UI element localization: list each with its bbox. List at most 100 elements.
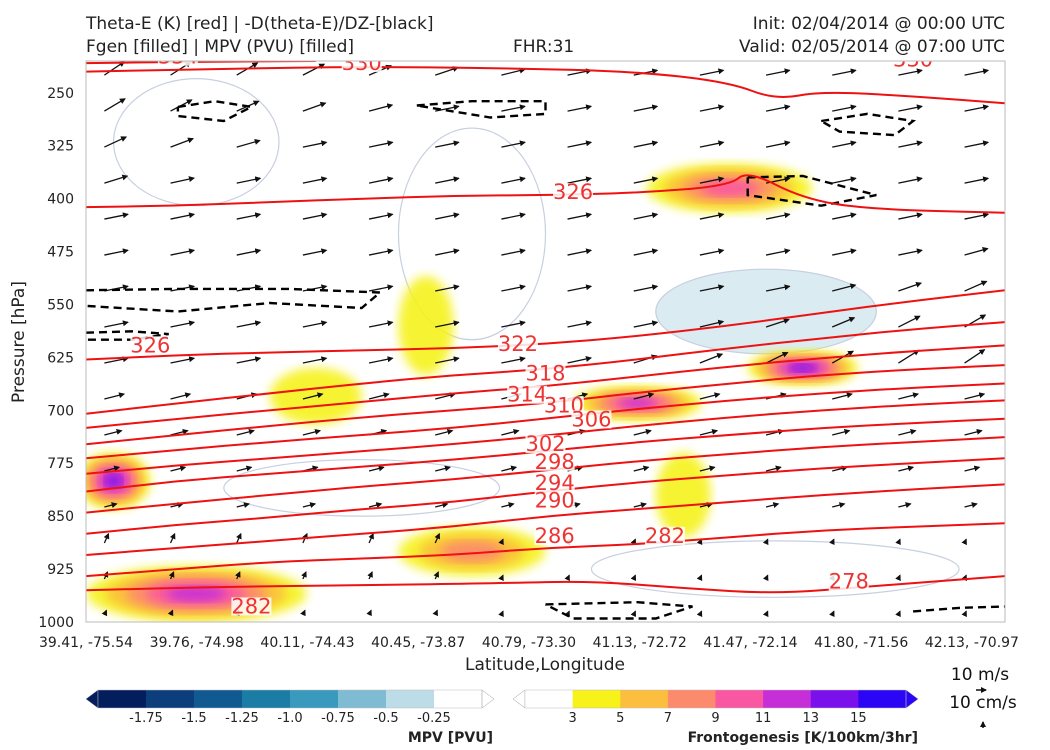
wind-vector — [435, 66, 459, 76]
theta-e-label-background — [525, 435, 566, 454]
theta-e-label: 282 — [231, 594, 271, 618]
wind-vector — [104, 136, 128, 148]
frontogenesis-region-3-level-7 — [440, 540, 504, 563]
theta-e-label-background — [130, 336, 171, 355]
theta-e-label-background — [553, 183, 594, 202]
wind-vector — [699, 319, 725, 328]
stability-contour-5 — [86, 330, 169, 341]
wind-vector — [236, 502, 250, 508]
wind-vector — [301, 571, 307, 580]
wind-vector — [302, 320, 328, 328]
wind-vector — [765, 248, 791, 256]
wind-vector — [964, 176, 990, 184]
wind-vector — [236, 138, 261, 148]
frontogenesis-region-7-level-3 — [398, 276, 454, 376]
mpv-region-3 — [223, 459, 501, 517]
frontogenesis-region-2-level-11 — [619, 398, 655, 409]
wind-vector — [302, 140, 328, 148]
theta-e-contour-310 — [86, 364, 1005, 446]
wind-vector — [104, 61, 126, 76]
wind-vector — [170, 502, 184, 508]
wind-vector — [170, 320, 196, 328]
wind-vector — [501, 67, 526, 76]
wind-vector — [104, 174, 129, 184]
theta-e-contour-298 — [86, 417, 1005, 493]
frontogenesis-colorbar-extend-left — [512, 689, 526, 709]
mpv-colorbar-outline — [97, 689, 483, 709]
title-init-time: Init: 02/04/2014 @ 00:00 UTC — [752, 14, 1005, 34]
wind-vector — [433, 571, 439, 580]
wind-vector — [696, 574, 703, 582]
wind-vector — [964, 392, 986, 400]
wind-vector — [501, 176, 526, 184]
frontogenesis-colorbar-tick-label: 5 — [616, 711, 624, 726]
wind-vector — [696, 610, 703, 618]
frontogenesis-colorbar-tick-label: 15 — [850, 711, 867, 726]
theta-e-label: 322 — [498, 332, 538, 356]
x-axis-ticks: 39.41, -75.54 39.76, -74.98 40.11, -74.43 4… — [39, 635, 1019, 651]
theta-e-label: 334 — [158, 45, 198, 69]
theta-e-label: 330 — [342, 51, 382, 75]
x-tick-label: 42.13, -70.97 — [925, 635, 1019, 651]
wind-vector — [699, 392, 721, 400]
theta-e-label: 314 — [507, 383, 547, 407]
wind-vector — [104, 502, 118, 508]
theta-e-contour-334 — [86, 61, 316, 65]
frontogenesis-colorbar-segment — [763, 690, 812, 708]
stability-contour-7 — [913, 605, 1005, 613]
title-left-line1: Theta-E (K) [red] | -D(theta-E)/DZ-[blac… — [86, 14, 434, 34]
mpv-colorbar-segment — [434, 690, 483, 708]
wind-vector — [765, 212, 791, 220]
title-valid-time: Valid: 02/05/2014 @ 07:00 UTC — [739, 37, 1005, 57]
wind-vector — [104, 392, 126, 400]
wind-vector — [167, 609, 174, 617]
wind-vector — [104, 428, 123, 436]
theta-e-contour-290 — [86, 457, 1005, 535]
frontogenesis-colorbar-segment — [858, 690, 907, 708]
wind-vector — [498, 538, 504, 546]
wind-vector — [699, 465, 716, 472]
wind-vector — [765, 465, 782, 472]
wind-vector — [435, 392, 456, 400]
wind-vector — [898, 140, 923, 148]
wind-vector — [302, 101, 327, 112]
theta-e-label-background — [534, 491, 575, 510]
wind-vector — [432, 609, 438, 617]
wind-vector — [498, 574, 504, 582]
theta-e-contour-278 — [86, 575, 1005, 594]
mpv-colorbar-segment — [98, 690, 147, 708]
wind-vector — [961, 610, 967, 618]
wind-vector — [368, 320, 394, 328]
y-tick-label: 475 — [47, 245, 74, 261]
frontogenesis-colorbar-tick-label: 3 — [568, 711, 576, 726]
wind-vector — [104, 320, 129, 328]
wind-vector — [104, 248, 129, 256]
wind-vector — [368, 356, 394, 364]
stability-contour-2 — [820, 112, 917, 137]
y-tick-label: 400 — [47, 192, 74, 208]
wind-vector — [501, 140, 526, 148]
wind-vector — [434, 532, 441, 544]
wind-vector — [964, 349, 986, 364]
frontogenesis-colorbar-outline — [524, 689, 907, 709]
x-tick-label: 41.80, -71.56 — [814, 635, 908, 651]
wind-vector — [832, 248, 857, 256]
y-tick-label: 850 — [47, 509, 74, 525]
theta-e-label-background — [525, 364, 566, 383]
wind-vector — [964, 465, 981, 472]
wind-vector — [630, 610, 637, 618]
title-forecast-hour: FHR:31 — [513, 37, 575, 57]
wind-vector — [964, 140, 990, 148]
wind-vector — [302, 428, 322, 436]
wind-vector — [368, 532, 374, 544]
theta-e-label: 302 — [525, 432, 565, 456]
wind-vector — [501, 248, 526, 256]
wind-vector — [300, 609, 306, 617]
frontogenesis-colorbar-tick-label: 7 — [664, 711, 672, 726]
wind-vector — [762, 538, 769, 546]
mpv-colorbar-tick-label: -1.25 — [225, 711, 259, 726]
wind-vector — [501, 428, 520, 436]
wind-vector — [564, 574, 570, 582]
